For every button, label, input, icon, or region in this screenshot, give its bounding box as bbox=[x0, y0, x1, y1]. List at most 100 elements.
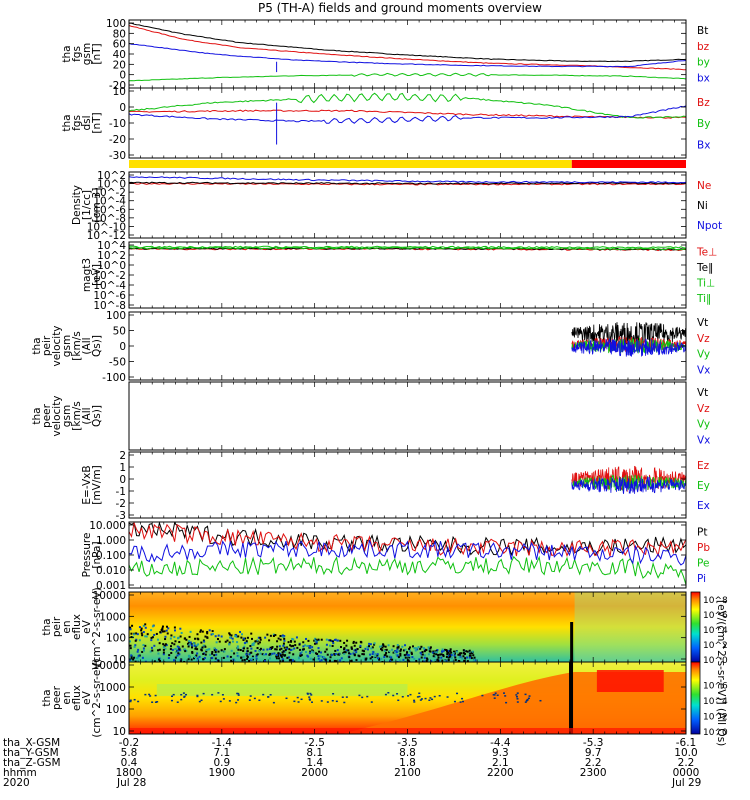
spectrogram-pixel bbox=[515, 696, 518, 698]
spectrogram-pixel bbox=[174, 647, 177, 650]
colorbar-tick-label-0-1: 10^6 bbox=[703, 611, 728, 621]
spectrogram-pixel bbox=[255, 658, 258, 661]
spectrogram-pixel bbox=[213, 654, 216, 657]
spectrogram-pixel bbox=[447, 658, 450, 661]
colorbar-peer bbox=[690, 661, 701, 735]
spectrogram-pixel bbox=[251, 644, 254, 647]
spectrogram-pixel bbox=[330, 653, 333, 656]
spectrogram-pixel bbox=[420, 698, 423, 700]
spectrogram-pixel bbox=[406, 651, 409, 654]
spectrogram-pixel bbox=[349, 652, 352, 655]
spectrogram-pixel bbox=[452, 652, 455, 655]
spectrogram-pixel bbox=[161, 625, 164, 628]
spectrogram-pixel bbox=[330, 640, 333, 643]
spectrogram-pixel bbox=[176, 649, 179, 652]
time-value-0-0: -0.2 bbox=[119, 737, 140, 749]
spectrogram-pixel bbox=[447, 654, 450, 657]
ytick-label-peer_spectrogram: 1000 bbox=[99, 682, 126, 694]
spectrogram-pixel bbox=[335, 700, 338, 703]
spectrogram-pixel bbox=[275, 655, 278, 658]
spectrogram-pixel bbox=[420, 656, 423, 659]
spectrogram-pixel bbox=[156, 638, 159, 641]
series-density-Ne bbox=[128, 182, 687, 186]
spectrogram-pixel bbox=[167, 627, 170, 630]
frame-fgs_dsl bbox=[128, 87, 687, 159]
spectrogram-pixel bbox=[251, 655, 254, 658]
ytick-label-peer_spectrogram: 100 bbox=[106, 704, 126, 716]
spectrogram-gap bbox=[569, 662, 574, 734]
spectrogram-pixel bbox=[178, 641, 181, 644]
time-value-0-5: -5.3 bbox=[583, 737, 604, 749]
spectrogram-pixel bbox=[249, 695, 252, 697]
ytick-label-fgs_gsm: 100 bbox=[106, 18, 126, 30]
spectrogram-pixel bbox=[288, 656, 291, 659]
spectrogram-pixel bbox=[404, 648, 407, 651]
spectrogram-pixel bbox=[215, 641, 218, 644]
colorbar-tick-label-0-4: 10^0 bbox=[703, 656, 728, 666]
spectrogram-pixel bbox=[237, 699, 240, 701]
spectrogram-pixel bbox=[174, 640, 177, 643]
spectrogram-pixel bbox=[363, 657, 366, 660]
spectrogram-pixel bbox=[138, 639, 141, 642]
spectrogram-pixel bbox=[144, 623, 147, 626]
spectrogram-pixel bbox=[237, 694, 240, 696]
spectrogram-pixel bbox=[385, 651, 388, 654]
ylabel-word-density: [cm-3] bbox=[91, 188, 103, 223]
spectrogram-pixel bbox=[222, 656, 225, 659]
spectrogram-pixel bbox=[257, 642, 260, 645]
spectrogram-pixel bbox=[401, 645, 404, 648]
spectrogram-pixel bbox=[462, 651, 465, 654]
spectrogram-pixel bbox=[203, 640, 206, 643]
spectrogram-pixel bbox=[251, 657, 254, 660]
spectrogram-pixel bbox=[187, 641, 190, 644]
spectrogram-band bbox=[574, 592, 686, 662]
spectrogram-pixel bbox=[252, 643, 255, 646]
spectrogram-pixel bbox=[353, 644, 356, 647]
spectrogram-pixel bbox=[310, 694, 313, 696]
ytick-label-peir_velocity: -50 bbox=[109, 357, 126, 369]
spectrogram-pixel bbox=[259, 636, 262, 639]
ylabel-word-peer_velocity: velocity bbox=[51, 395, 63, 436]
spectrogram-pixel bbox=[144, 660, 147, 662]
spectrogram-pixel bbox=[429, 647, 432, 650]
spectrogram-pixel bbox=[187, 658, 190, 661]
spectrogram-pixel bbox=[142, 647, 145, 650]
spectrogram-pixel bbox=[180, 698, 183, 701]
spectrogram-pixel bbox=[445, 655, 448, 658]
spectrogram-pixel bbox=[449, 648, 452, 651]
spectrogram-pixel bbox=[204, 635, 207, 638]
spectrogram-pixel bbox=[338, 652, 341, 655]
spectrogram-pixel bbox=[453, 654, 456, 657]
date-start-label: Jul 28 bbox=[116, 777, 146, 789]
spectrogram-pixel bbox=[331, 644, 334, 647]
spectrogram-pixel bbox=[362, 653, 365, 656]
spectrogram-pixel bbox=[129, 658, 132, 661]
spectrogram-pixel bbox=[302, 648, 305, 651]
spectrogram-pixel bbox=[216, 638, 219, 641]
spectrogram-pixel bbox=[210, 633, 213, 636]
spectrogram-pixel bbox=[343, 652, 346, 655]
spectrogram-pixel bbox=[190, 646, 193, 649]
spectrogram-pixel bbox=[503, 692, 506, 694]
spectrogram-pixel bbox=[246, 656, 249, 659]
spectrogram-pixel bbox=[236, 645, 239, 648]
spectrogram-pixel bbox=[381, 660, 384, 662]
spectrogram-pixel bbox=[357, 654, 360, 657]
spectrogram-pixel bbox=[137, 700, 140, 703]
spectrogram-pixel bbox=[266, 633, 269, 636]
spectrogram-pixel bbox=[395, 653, 398, 656]
spectrogram-pixel bbox=[182, 692, 185, 694]
spectrogram-pixel bbox=[471, 650, 474, 653]
spectrogram-pixel bbox=[371, 653, 374, 656]
series-efield-Ex bbox=[571, 476, 687, 495]
spectrogram-pixel bbox=[187, 645, 190, 648]
spectrogram-pixel bbox=[345, 644, 348, 647]
ylabel-word-peir_spectrogram: tha bbox=[41, 618, 53, 635]
spectrogram-pixel bbox=[249, 645, 252, 648]
ytick-label-density: 10^0 bbox=[97, 179, 126, 191]
spectrogram-pixel bbox=[236, 692, 239, 695]
spectrogram-pixel bbox=[286, 656, 289, 659]
spectrogram-pixel bbox=[261, 653, 264, 656]
spectrogram-pixel bbox=[462, 655, 465, 658]
spectrogram-pixel bbox=[170, 651, 173, 654]
